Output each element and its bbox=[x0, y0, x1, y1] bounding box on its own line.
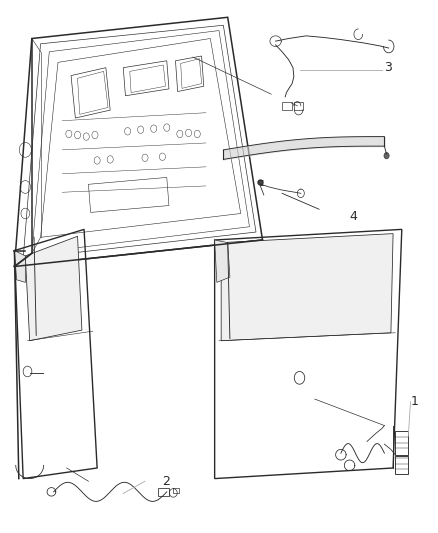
Polygon shape bbox=[221, 233, 393, 341]
Circle shape bbox=[384, 152, 389, 159]
Polygon shape bbox=[14, 251, 25, 282]
Bar bbox=[395, 431, 408, 455]
Bar bbox=[282, 102, 292, 110]
Polygon shape bbox=[215, 240, 230, 282]
Text: 4: 4 bbox=[350, 209, 357, 223]
Text: 3: 3 bbox=[385, 61, 392, 74]
Polygon shape bbox=[25, 236, 82, 341]
Bar bbox=[294, 102, 304, 110]
Bar bbox=[173, 488, 179, 493]
Text: 1: 1 bbox=[410, 395, 418, 408]
Bar bbox=[158, 488, 169, 496]
Bar bbox=[395, 456, 408, 474]
Text: 2: 2 bbox=[162, 475, 170, 488]
